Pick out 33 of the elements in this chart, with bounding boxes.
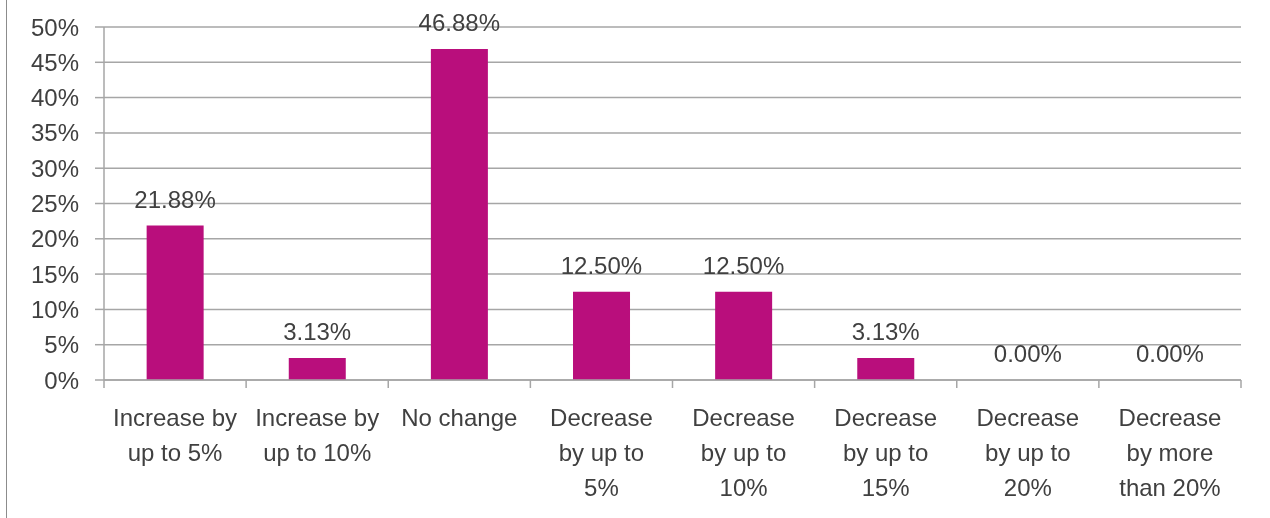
y-tick-label: 50% [30,13,79,41]
bar [146,225,204,380]
x-tick-label: Decrease by up to 5% [550,404,653,501]
y-tick-label: 35% [30,119,79,147]
x-tick-label: Decrease by up to 20% [976,404,1080,501]
y-tick-label: 15% [30,260,79,288]
y-tick-label: 10% [30,295,79,323]
y-tick-label: 45% [30,48,79,76]
data-label: 12.50% [702,251,785,279]
y-tick-label: 25% [30,190,79,218]
data-label: 3.13% [851,317,920,345]
data-label: 0.00% [1135,340,1204,367]
y-tick-label: 40% [30,84,79,112]
x-tick-label: Increase by up to 5% [113,404,238,466]
bar [857,357,915,380]
x-tick-label: Decrease by up to 15% [834,404,938,501]
y-tick-label: 20% [30,225,79,253]
bar [288,357,346,380]
data-label: 12.50% [560,251,643,279]
bar [715,291,773,380]
y-tick-label: 0% [44,366,79,394]
data-label: 0.00% [993,340,1062,367]
y-tick-label: 30% [30,154,79,182]
data-label: 21.88% [134,185,216,213]
bar [573,291,631,380]
bar [430,49,488,380]
data-label: 46.88% [418,9,501,37]
x-tick-label: Increase by up to 10% [255,404,380,466]
x-tick-label: Decrease by more than 20% [1118,404,1222,501]
x-tick-label: Decrease by up to 10% [692,404,795,501]
data-label: 3.13% [283,317,352,345]
x-tick-label: No change [401,404,518,431]
y-tick-label: 5% [44,331,79,359]
